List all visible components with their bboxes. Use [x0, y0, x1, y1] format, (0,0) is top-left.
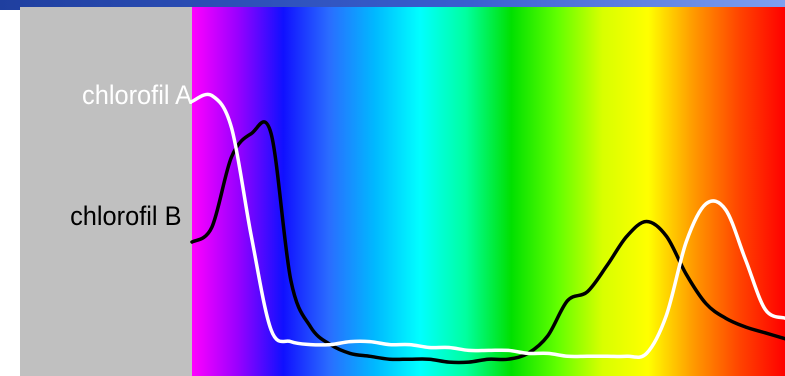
series-layer — [190, 92, 785, 365]
slide-title-bar — [0, 0, 785, 10]
visible-spectrum-band — [192, 7, 785, 376]
series-line-chlorofil-b — [190, 120, 785, 365]
legend-panel — [20, 7, 192, 376]
series-line-chlorofil-a — [190, 92, 785, 359]
legend-label-chlorofil-b: chlorofil B — [70, 201, 182, 231]
legend-label-chlorofil-a: chlorofil A — [81, 80, 192, 110]
